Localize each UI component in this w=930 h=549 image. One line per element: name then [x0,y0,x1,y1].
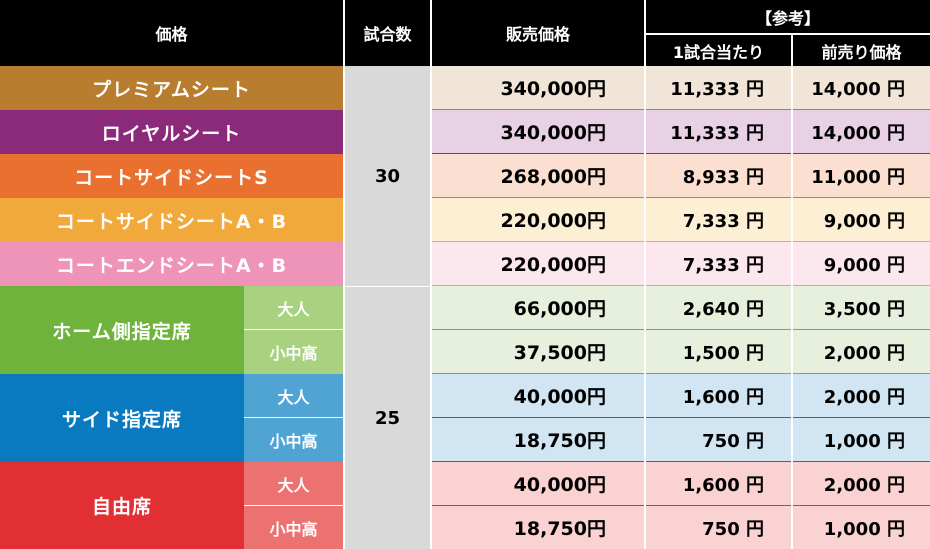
per-game-side-child: 750 円 [646,418,791,462]
seat-sub-side-child: 小中高 [244,418,343,462]
seat-sub-free-adult: 大人 [244,462,343,506]
seat-sub-home-child: 小中高 [244,330,343,374]
seat-label-courtend-ab: コートエンドシートA・B [0,242,343,286]
seat-label-courtside-ab: コートサイドシートA・B [0,198,343,242]
sale-price-home-adult: 66,000円 [432,286,644,330]
header-price-class: 価格 [0,0,343,66]
seat-label-courtside-s: コートサイドシートS [0,154,343,198]
seat-label-premium: プレミアムシート [0,66,343,110]
advance-free-child: 1,000 円 [793,506,930,549]
sale-price-royal: 340,000円 [432,110,644,154]
advance-side-child: 1,000 円 [793,418,930,462]
header-sale-price: 販売価格 [432,0,644,66]
seat-sub-side-adult: 大人 [244,374,343,418]
seat-sub-free-child: 小中高 [244,506,343,549]
seat-label-side: サイド指定席 [0,374,244,462]
seat-sub-home-adult: 大人 [244,286,343,330]
games-count-25: 25 [345,287,430,549]
header-advance-price: 前売り価格 [793,35,930,66]
advance-royal: 14,000 円 [793,110,930,154]
sale-price-premium: 340,000円 [432,66,644,110]
seat-label-home: ホーム側指定席 [0,286,244,374]
per-game-courtside-ab: 7,333 円 [646,198,791,242]
advance-free-adult: 2,000 円 [793,462,930,506]
advance-courtside-s: 11,000 円 [793,154,930,198]
sale-price-free-child: 18,750円 [432,506,644,549]
advance-home-child: 2,000 円 [793,330,930,374]
sale-price-courtend-ab: 220,000円 [432,242,644,286]
per-game-courtside-s: 8,933 円 [646,154,791,198]
sale-price-side-child: 18,750円 [432,418,644,462]
seat-label-free: 自由席 [0,462,244,549]
advance-home-adult: 3,500 円 [793,286,930,330]
per-game-home-child: 1,500 円 [646,330,791,374]
seat-label-royal: ロイヤルシート [0,110,343,154]
sale-price-courtside-ab: 220,000円 [432,198,644,242]
per-game-courtend-ab: 7,333 円 [646,242,791,286]
advance-side-adult: 2,000 円 [793,374,930,418]
advance-courtend-ab: 9,000 円 [793,242,930,286]
advance-premium: 14,000 円 [793,66,930,110]
per-game-free-child: 750 円 [646,506,791,549]
per-game-free-adult: 1,600 円 [646,462,791,506]
header-reference: 【参考】 [646,0,930,33]
sale-price-courtside-s: 268,000円 [432,154,644,198]
per-game-side-adult: 1,600 円 [646,374,791,418]
games-count-30: 30 [345,66,430,286]
header-games: 試合数 [345,0,430,66]
sale-price-side-adult: 40,000円 [432,374,644,418]
per-game-premium: 11,333 円 [646,66,791,110]
advance-courtside-ab: 9,000 円 [793,198,930,242]
header-per-game: 1試合当たり [646,35,791,66]
per-game-home-adult: 2,640 円 [646,286,791,330]
sale-price-home-child: 37,500円 [432,330,644,374]
per-game-royal: 11,333 円 [646,110,791,154]
sale-price-free-adult: 40,000円 [432,462,644,506]
